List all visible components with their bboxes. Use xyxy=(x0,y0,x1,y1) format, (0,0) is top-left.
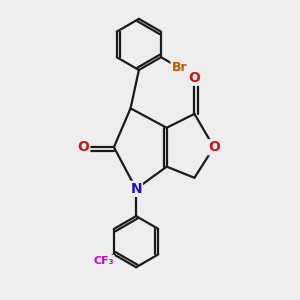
Text: CF₃: CF₃ xyxy=(93,256,114,266)
Text: O: O xyxy=(77,140,89,154)
Text: O: O xyxy=(188,71,200,85)
Text: O: O xyxy=(208,140,220,154)
Text: N: N xyxy=(130,182,142,196)
Text: Br: Br xyxy=(172,61,187,74)
